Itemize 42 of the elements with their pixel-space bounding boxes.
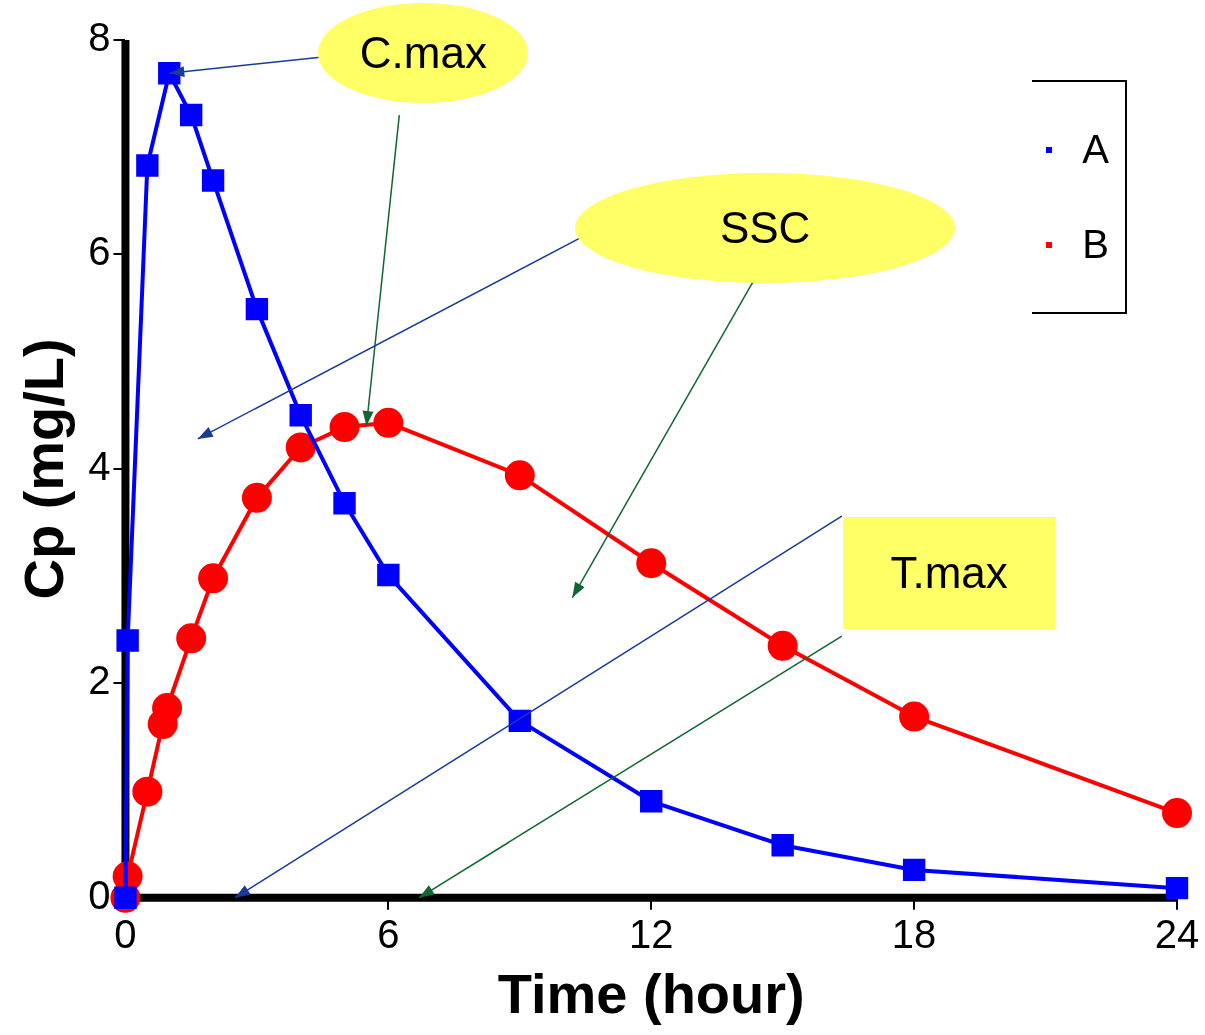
legend-label: A [1082,127,1109,172]
point [176,623,207,654]
legend-label: B [1082,222,1109,267]
y-tick-label: 4 [88,443,111,488]
point [132,776,163,807]
point [245,297,269,321]
point [333,492,356,515]
y-tick-label: 0 [88,872,111,917]
point [1165,876,1189,900]
point [158,62,181,85]
point [636,548,667,579]
y-tick-label: 2 [88,658,111,703]
point [285,432,316,463]
point [136,154,159,177]
box-callout: T.max [843,516,1056,629]
point [201,169,225,192]
point [899,701,930,732]
point [767,630,798,661]
point [116,629,139,652]
point [504,460,535,491]
y-tick-label: 8 [88,15,111,60]
point [771,834,794,857]
y-tick-label: 6 [88,229,111,274]
point [902,858,926,882]
point [1162,798,1192,829]
x-tick-label: 12 [628,911,674,956]
point [198,563,229,594]
x-tick-label: 24 [1154,911,1200,956]
oval-callout: C.max [318,2,529,103]
point [373,407,404,438]
y-axis-title: Cp (mg/L) [12,338,76,600]
point [241,482,272,513]
point [640,790,663,813]
point [377,563,400,587]
oval-callout: SSC [575,172,956,283]
point [289,404,312,427]
x-tick-label: 6 [377,911,400,956]
point [508,709,531,733]
x-tick-label: 18 [891,911,937,956]
point [179,103,203,127]
point [329,412,360,443]
x-axis-title: Time (hour) [497,961,805,1025]
